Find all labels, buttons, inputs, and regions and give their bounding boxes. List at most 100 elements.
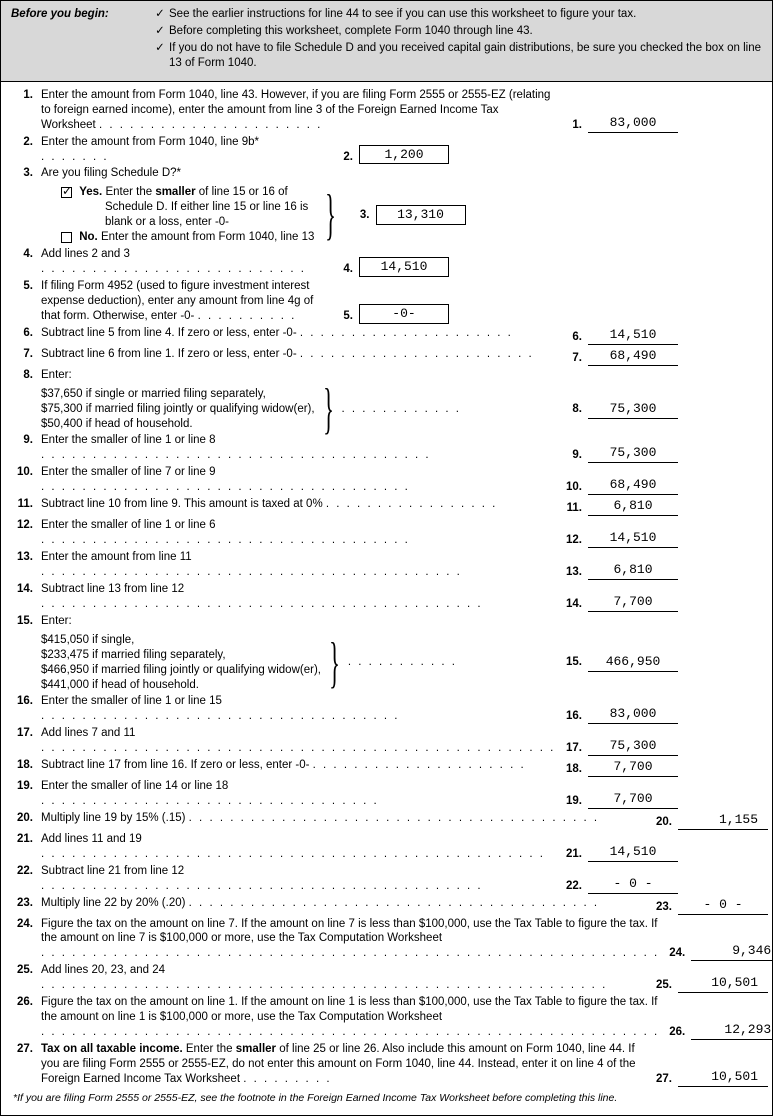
line-1-value[interactable]: 83,000 [588, 114, 678, 133]
header-item-2: Before completing this worksheet, comple… [169, 24, 533, 39]
line-23-value[interactable]: - 0 - [678, 896, 768, 915]
line-26-value[interactable]: 12,293 [691, 1021, 773, 1040]
line-number: 23. [5, 896, 41, 911]
line-label: 13. [560, 565, 588, 580]
brace-icon: } [325, 201, 336, 229]
worksheet-container: Before you begin: ✓See the earlier instr… [0, 0, 773, 1116]
before-you-begin-header: Before you begin: ✓See the earlier instr… [1, 1, 772, 82]
line-label: 6. [560, 330, 588, 345]
line-3-value[interactable]: 13,310 [376, 205, 466, 225]
line-label: 2. [331, 150, 359, 165]
line-label: 22. [560, 879, 588, 894]
line-9-desc: Enter the smaller of line 1 or line 8 . … [41, 433, 560, 463]
line-15-options: $415,050 if single, $233,475 if married … [41, 633, 321, 693]
line-2-value[interactable]: 1,200 [359, 145, 449, 165]
line-12-value[interactable]: 14,510 [588, 529, 678, 548]
line-number: 18. [5, 758, 41, 773]
line-label: 16. [560, 709, 588, 724]
line-24-value[interactable]: 9,346 [691, 942, 773, 961]
line-15-value[interactable]: 466,950 [588, 653, 678, 672]
line-number: 24. [5, 917, 41, 932]
line-number: 26. [5, 995, 41, 1010]
line-4-value[interactable]: 14,510 [359, 257, 449, 277]
header-item-3: If you do not have to file Schedule D an… [169, 41, 762, 71]
line-19-desc: Enter the smaller of line 14 or line 18 … [41, 779, 560, 809]
line-label: 14. [560, 597, 588, 612]
line-21-desc: Add lines 11 and 19 . . . . . . . . . . … [41, 832, 560, 862]
line-20-value[interactable]: 1,155 [678, 811, 768, 830]
line-18-value[interactable]: 7,700 [588, 758, 678, 777]
line-22-desc: Subtract line 21 from line 12 . . . . . … [41, 864, 560, 894]
line-24-desc: Figure the tax on the amount on line 7. … [41, 917, 663, 962]
checkbox-no[interactable] [61, 232, 72, 243]
line-21-value[interactable]: 14,510 [588, 843, 678, 862]
line-7-value[interactable]: 68,490 [588, 347, 678, 366]
line-5-desc: If filing Form 4952 (used to figure inve… [41, 279, 331, 324]
line-label: 23. [650, 900, 678, 915]
line-3-question: Are you filing Schedule D?* [41, 166, 768, 181]
line-6-value[interactable]: 14,510 [588, 326, 678, 345]
line-3-no-option: No. Enter the amount from Form 1040, lin… [41, 230, 317, 245]
line-label: 17. [560, 741, 588, 756]
line-6-desc: Subtract line 5 from line 4. If zero or … [41, 326, 560, 341]
line-8-value[interactable]: 75,300 [588, 400, 678, 419]
line-number: 15. [5, 614, 41, 629]
check-icon: ✓ [151, 7, 169, 22]
line-label: 10. [560, 480, 588, 495]
line-15-intro: Enter: [41, 614, 768, 629]
header-item-1: See the earlier instructions for line 44… [169, 7, 636, 22]
line-17-value[interactable]: 75,300 [588, 737, 678, 756]
line-number: 20. [5, 811, 41, 826]
line-14-value[interactable]: 7,700 [588, 593, 678, 612]
line-12-desc: Enter the smaller of line 1 or line 6 . … [41, 518, 560, 548]
line-10-value[interactable]: 68,490 [588, 476, 678, 495]
line-number: 8. [5, 368, 41, 383]
line-label: 5. [331, 309, 359, 324]
worksheet-body: 1. Enter the amount from Form 1040, line… [1, 82, 772, 1116]
line-number: 14. [5, 582, 41, 597]
line-number: 1. [5, 88, 41, 103]
line-label: 11. [560, 501, 588, 516]
line-label: 20. [650, 815, 678, 830]
line-11-value[interactable]: 6,810 [588, 497, 678, 516]
line-16-value[interactable]: 83,000 [588, 705, 678, 724]
footnote: *If you are filing Form 2555 or 2555-EZ,… [5, 1089, 768, 1112]
header-instructions: ✓See the earlier instructions for line 4… [151, 7, 762, 73]
line-number: 5. [5, 279, 41, 294]
line-2-desc: Enter the amount from Form 1040, line 9b… [41, 135, 331, 165]
line-3-yes-text: Enter the smaller of line 15 or 16 of [105, 186, 287, 198]
line-number: 13. [5, 550, 41, 565]
line-18-desc: Subtract line 17 from line 16. If zero o… [41, 758, 560, 773]
line-10-desc: Enter the smaller of line 7 or line 9 . … [41, 465, 560, 495]
line-7-desc: Subtract line 6 from line 1. If zero or … [41, 347, 560, 362]
line-number: 4. [5, 247, 41, 262]
line-19-value[interactable]: 7,700 [588, 790, 678, 809]
line-number: 2. [5, 135, 41, 150]
line-20-desc: Multiply line 19 by 15% (.15) . . . . . … [41, 811, 650, 826]
brace-icon: } [329, 649, 340, 677]
line-14-desc: Subtract line 13 from line 12 . . . . . … [41, 582, 560, 612]
line-label: 9. [560, 448, 588, 463]
line-number: 21. [5, 832, 41, 847]
line-label: 24. [663, 946, 691, 961]
line-number: 22. [5, 864, 41, 879]
line-label: 25. [650, 978, 678, 993]
line-13-value[interactable]: 6,810 [588, 561, 678, 580]
line-11-desc: Subtract line 10 from line 9. This amoun… [41, 497, 560, 512]
line-label: 12. [560, 533, 588, 548]
line-22-value[interactable]: - 0 - [588, 875, 678, 894]
line-9-value[interactable]: 75,300 [588, 444, 678, 463]
line-number: 16. [5, 694, 41, 709]
line-27-value[interactable]: 10,501 [678, 1068, 768, 1087]
line-label: 7. [560, 351, 588, 366]
line-5-value[interactable]: -0- [359, 304, 449, 324]
line-label: 1. [560, 118, 588, 133]
line-25-value[interactable]: 10,501 [678, 974, 768, 993]
checkbox-yes[interactable] [61, 187, 72, 198]
check-icon: ✓ [151, 41, 169, 71]
line-26-desc: Figure the tax on the amount on line 1. … [41, 995, 663, 1040]
line-3-yes-option: Yes. Enter the smaller of line 15 or 16 … [41, 185, 317, 230]
line-number: 17. [5, 726, 41, 741]
line-label: 26. [663, 1025, 691, 1040]
line-number: 25. [5, 963, 41, 978]
